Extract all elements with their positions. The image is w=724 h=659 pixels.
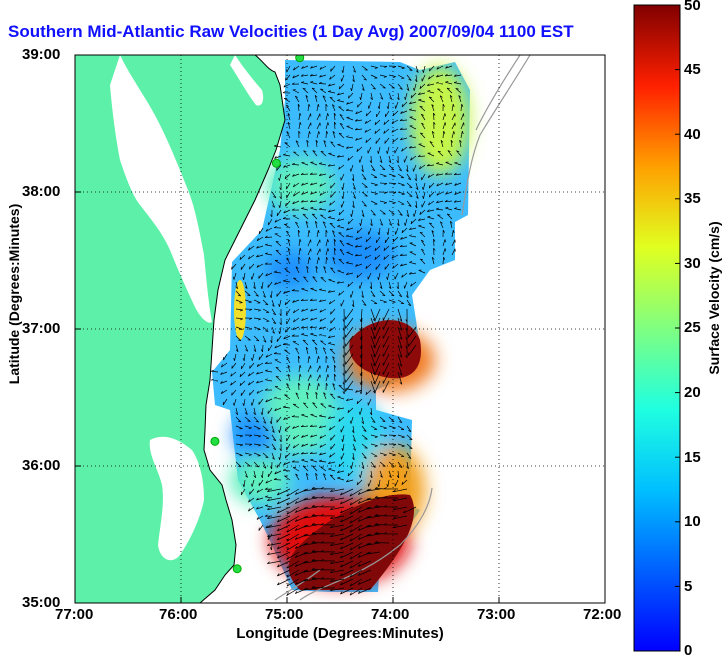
x-tick-label: 77:00 [55, 606, 94, 623]
coastline [199, 55, 286, 603]
colorbar-tick: 50 [684, 0, 701, 14]
y-tick-label: 39:00 [22, 46, 61, 63]
colorbar-tick: 45 [684, 61, 701, 78]
bathymetry-contours [274, 55, 531, 601]
colorbar-tick: 20 [684, 384, 701, 401]
colorbar-tick: 40 [684, 126, 701, 143]
x-axis-label: Longitude (Degrees:Minutes) [236, 625, 444, 642]
colorbar-label: Surface Velocity (cm/s) [706, 221, 722, 375]
colorbar-tick: 0 [684, 642, 693, 659]
station-marker [232, 564, 242, 574]
sound-water [149, 436, 204, 561]
grid-lines [75, 55, 605, 603]
x-tick-label: 76:00 [159, 606, 198, 623]
chesapeake-bay [110, 55, 212, 323]
colorbar-tick: 35 [684, 190, 701, 207]
station-marker [210, 436, 220, 446]
colorbar-tick: 10 [684, 513, 701, 530]
delaware-bay [230, 55, 264, 106]
y-tick-label: 38:00 [22, 183, 61, 200]
velocity-arrows [210, 65, 465, 596]
map-title: Southern Mid-Atlantic Raw Velocities (1 … [8, 22, 574, 41]
colorbar-tick: 30 [684, 255, 701, 272]
station-marker [295, 55, 305, 63]
x-tick-label: 75:00 [265, 606, 304, 623]
x-tick-label: 73:00 [477, 606, 516, 623]
y-tick-label: 37:00 [22, 320, 61, 337]
arrow-paths [210, 65, 465, 596]
colorbar-tick: 5 [684, 578, 693, 595]
colorbar [633, 4, 681, 652]
y-tick-label: 35:00 [22, 594, 61, 611]
x-tick-label: 72:00 [583, 606, 622, 623]
y-tick-label: 36:00 [22, 457, 61, 474]
colorbar-tick: 25 [684, 319, 701, 336]
station-marker [271, 158, 281, 168]
y-axis-label: Latitude (Degrees:Minutes) [6, 203, 22, 385]
colorbar-tick: 15 [684, 449, 701, 466]
x-tick-label: 74:00 [371, 606, 410, 623]
radar-stations [210, 55, 305, 574]
